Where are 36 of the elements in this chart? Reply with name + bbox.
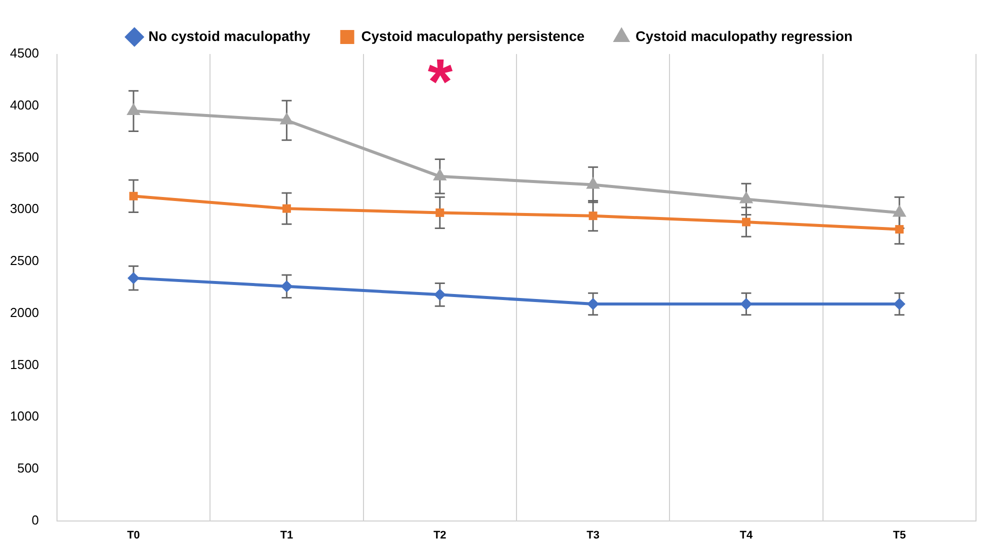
point <box>129 192 138 200</box>
point <box>432 168 447 180</box>
legend-label: Cystoid maculopathy regression <box>636 28 853 44</box>
y-tick-label: 4000 <box>10 97 39 112</box>
point <box>128 272 140 284</box>
point <box>282 204 291 213</box>
y-tick-label: 2000 <box>10 304 39 320</box>
point <box>742 218 750 226</box>
y-tick-label: 3000 <box>10 201 39 216</box>
y-tick-label: 0 <box>32 512 39 528</box>
x-tick-label: T3 <box>586 529 600 542</box>
y-tick-label: 500 <box>17 460 39 476</box>
x-tick-label: T2 <box>433 529 446 542</box>
y-tick-label: 3500 <box>10 149 39 164</box>
y-tick-label: 1000 <box>10 408 39 424</box>
point <box>434 288 446 301</box>
x-tick-label: T1 <box>280 529 294 542</box>
x-tick-label: T0 <box>127 529 140 542</box>
y-tick-label: 1500 <box>10 356 39 372</box>
point <box>892 204 906 217</box>
point <box>739 191 754 204</box>
y-tick-label: 2500 <box>10 253 39 268</box>
legend-label: No cystoid maculopathy <box>148 28 310 44</box>
point <box>588 212 598 220</box>
annotation: * <box>428 46 453 118</box>
point <box>740 298 752 310</box>
point <box>126 103 140 116</box>
y-tick-label: 4500 <box>10 46 39 61</box>
point <box>895 225 904 234</box>
point <box>586 176 600 189</box>
point <box>280 280 293 292</box>
x-tick-label: T4 <box>740 529 754 542</box>
x-tick-label: T5 <box>892 529 906 542</box>
point <box>436 208 444 217</box>
legend-label: Cystoid maculopathy persistence <box>361 28 585 44</box>
point <box>280 112 294 124</box>
